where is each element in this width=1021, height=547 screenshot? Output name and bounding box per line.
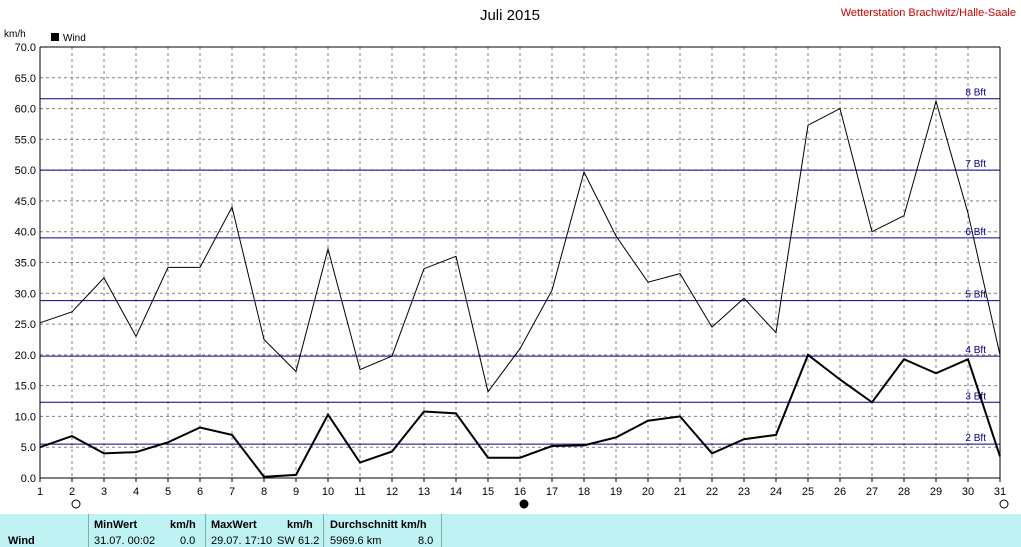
x-tick-label: 18 [578,486,590,498]
moon-phases [71,499,1009,509]
x-tick-label: 13 [418,486,430,498]
avg-value: 8.0 [418,535,434,547]
x-tick-label: 24 [770,486,782,498]
avg-distance: 5969.6 km [330,535,382,547]
beaufort-label: 5 Bft [965,290,986,301]
y-tick-label: 15.0 [15,381,36,393]
beaufort-label: 6 Bft [965,227,986,238]
x-tick-label: 9 [293,486,299,498]
x-tick-label: 25 [802,486,814,498]
y-tick-label: 10.0 [15,411,36,423]
y-tick-label: 5.0 [21,442,36,454]
y-tick-label: 60.0 [15,104,36,116]
beaufort-lines: 2 Bft 3 Bft 4 Bft 5 Bft 6 Bft 7 Bft 8 Bft [40,88,1000,445]
footer-row-label: Wind [8,535,35,547]
y-tick-label: 35.0 [15,258,36,270]
x-tick-label: 21 [674,486,686,498]
min-header: MinWert [94,519,138,531]
x-tick-label: 23 [738,486,750,498]
x-tick-label: 12 [386,486,398,498]
max-value: 61.2 [298,535,320,547]
footer-divider [441,514,442,547]
y-tick-label: 70.0 [15,42,36,54]
new-moon-icon [519,499,529,509]
beaufort-label: 3 Bft [965,391,986,402]
x-tick-label: 27 [866,486,878,498]
x-tick-label: 10 [322,486,334,498]
chart-title: Juli 2015 [480,7,540,24]
footer-divider [323,514,324,547]
wind-gust-line [39,99,1001,393]
footer-divider [205,514,206,547]
wind-mean-line [39,353,1001,478]
x-tick-label: 8 [261,486,267,498]
max-direction: SW [277,535,295,547]
x-tick-label: 15 [482,486,494,498]
y-tick-label: 30.0 [15,288,36,300]
beaufort-label: 4 Bft [965,345,986,356]
legend-swatch [51,33,59,41]
full-moon-icon [999,499,1009,509]
legend-label: Wind [63,33,86,44]
x-tick-label: 31 [994,486,1006,498]
y-tick-label: 65.0 [15,73,36,85]
x-tick-label: 6 [197,486,203,498]
y-tick-label: 0.0 [21,473,36,485]
axes: 0.0 5.0 10.0 15.0 20.0 25.0 30.0 35.0 40.0 45.0 50… [15,42,1007,498]
x-tick-label: 4 [133,486,139,498]
x-tick-label: 2 [69,486,75,498]
x-tick-label: 1 [37,486,43,498]
y-tick-label: 20.0 [15,350,36,362]
wind-chart: Juli 2015 Wetterstation Brachwitz/Halle-… [4,7,1016,509]
max-unit: km/h [287,519,313,531]
avg-header: Durchschnitt km/h [330,519,427,531]
beaufort-label: 7 Bft [965,159,986,170]
beaufort-label: 8 Bft [965,88,986,99]
x-tick-label: 14 [450,486,462,498]
x-tick-label: 28 [898,486,910,498]
series-lines [39,99,1001,478]
y-tick-label: 40.0 [15,227,36,239]
x-tick-label: 20 [642,486,654,498]
min-value: 0.0 [180,535,196,547]
x-tick-label: 22 [706,486,718,498]
full-moon-icon [71,499,81,509]
x-tick-label: 5 [165,486,171,498]
statistics-footer: Wind MinWert km/h 31.07. 00:02 0.0 MaxWe… [0,514,1021,547]
y-axis-unit: km/h [4,29,26,40]
x-tick-label: 16 [514,486,526,498]
x-tick-label: 29 [930,486,942,498]
y-tick-label: 45.0 [15,196,36,208]
y-tick-label: 50.0 [15,165,36,177]
station-name: Wetterstation Brachwitz/Halle-Saale [841,7,1016,19]
max-time: 29.07. 17:10 [211,535,273,547]
x-tick-label: 26 [834,486,846,498]
x-tick-label: 3 [101,486,107,498]
max-header: MaxWert [211,519,257,531]
beaufort-label: 2 Bft [965,433,986,444]
x-tick-label: 30 [962,486,974,498]
footer-divider [88,514,89,547]
x-tick-label: 7 [229,486,235,498]
min-unit: km/h [170,519,196,531]
y-tick-label: 25.0 [15,319,36,331]
y-tick-label: 55.0 [15,134,36,146]
x-tick-label: 11 [354,486,365,498]
x-tick-label: 17 [546,486,558,498]
grid [39,46,1001,479]
min-time: 31.07. 00:02 [94,535,156,547]
x-tick-label: 19 [610,486,622,498]
